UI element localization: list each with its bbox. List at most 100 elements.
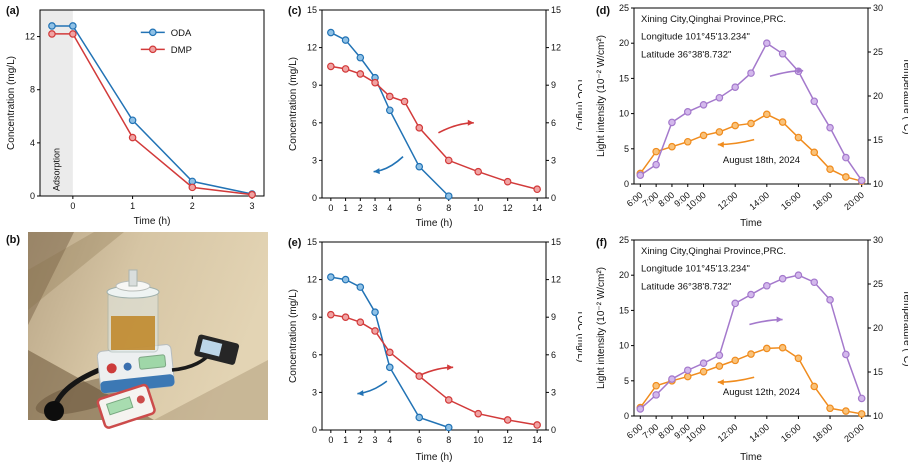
svg-text:25: 25 bbox=[873, 279, 883, 289]
right-y-axis-label: TOC (mg/L) bbox=[575, 78, 582, 131]
shadow-shape bbox=[154, 360, 268, 420]
x-axis-label: Time bbox=[740, 218, 762, 229]
x-axis-label: Time bbox=[740, 452, 762, 463]
svg-text:10: 10 bbox=[619, 109, 629, 119]
svg-text:25: 25 bbox=[619, 3, 629, 13]
svg-text:9: 9 bbox=[312, 80, 317, 90]
panel-c-concentration-toc-chart: 0 1 2 3 4 6 8 10 12 14 0 3 6 9 12 15 0 3 6 9 12 15 Time (h) Con… bbox=[286, 2, 586, 230]
svg-text:25: 25 bbox=[873, 47, 883, 57]
svg-text:6: 6 bbox=[417, 435, 422, 445]
annotation-text: August 12th, 2024 bbox=[723, 387, 800, 398]
svg-text:5: 5 bbox=[624, 144, 629, 154]
svg-text:12: 12 bbox=[551, 275, 561, 285]
svg-text:4: 4 bbox=[30, 138, 35, 148]
panel-label: (c) bbox=[288, 5, 302, 17]
magnetic-stirrer bbox=[96, 344, 175, 394]
svg-text:15: 15 bbox=[873, 367, 883, 377]
svg-text:1: 1 bbox=[130, 201, 135, 211]
svg-text:30: 30 bbox=[873, 235, 883, 245]
panel-label: (a) bbox=[6, 5, 20, 17]
annotation-text: Longitude 101°45'13.234" bbox=[641, 32, 750, 43]
svg-text:10: 10 bbox=[473, 203, 483, 213]
svg-text:DMP: DMP bbox=[171, 45, 192, 56]
panel-f-light-temperature-chart: 6:00 7:00 8:00 9:00 10:00 12:00 14:00 16:00 18:0… bbox=[594, 234, 911, 464]
svg-text:20:00: 20:00 bbox=[842, 422, 866, 444]
svg-text:3: 3 bbox=[373, 435, 378, 445]
svg-text:14: 14 bbox=[532, 203, 542, 213]
handheld-meter bbox=[194, 334, 240, 365]
svg-text:20: 20 bbox=[873, 91, 883, 101]
svg-text:3: 3 bbox=[551, 387, 556, 397]
annotation-text: Latitude 36°38'8.732" bbox=[641, 49, 731, 60]
svg-text:3: 3 bbox=[250, 201, 255, 211]
right-y-axis-label: Temperature (°C) bbox=[901, 58, 908, 135]
svg-text:0: 0 bbox=[312, 425, 317, 435]
svg-text:1: 1 bbox=[343, 435, 348, 445]
svg-text:14: 14 bbox=[532, 435, 542, 445]
left-y-axis-label: Concentration (mg/L) bbox=[288, 57, 299, 151]
svg-text:3: 3 bbox=[551, 155, 556, 165]
svg-text:12:00: 12:00 bbox=[716, 422, 740, 444]
svg-text:16:00: 16:00 bbox=[779, 190, 803, 212]
svg-text:12: 12 bbox=[25, 32, 35, 42]
svg-text:15: 15 bbox=[873, 135, 883, 145]
svg-text:18:00: 18:00 bbox=[811, 190, 835, 212]
reaction-beaker bbox=[106, 269, 160, 353]
svg-text:9: 9 bbox=[312, 312, 317, 322]
svg-text:12: 12 bbox=[503, 435, 513, 445]
left-y-axis-label: Light intensity (10⁻² W/cm²) bbox=[596, 35, 607, 157]
svg-text:12: 12 bbox=[307, 43, 317, 53]
series-temperature bbox=[636, 39, 866, 185]
left-y-axis-label: Concentration (mg/L) bbox=[6, 56, 17, 150]
svg-text:8: 8 bbox=[446, 203, 451, 213]
svg-text:20:00: 20:00 bbox=[842, 190, 866, 212]
panel-d-light-temperature-chart: 6:00 7:00 8:00 9:00 10:00 12:00 14:00 16:00 18:0… bbox=[594, 2, 911, 230]
svg-text:12: 12 bbox=[503, 203, 513, 213]
left-y-axis-label: Concentration (mg/L) bbox=[288, 289, 299, 383]
right-y-axis-label: TOC (mg/L) bbox=[575, 310, 582, 363]
svg-text:16:00: 16:00 bbox=[779, 422, 803, 444]
left-y-axis-label: Light intensity (10⁻² W/cm²) bbox=[596, 267, 607, 389]
svg-text:20: 20 bbox=[619, 38, 629, 48]
svg-text:12:00: 12:00 bbox=[716, 190, 740, 212]
svg-text:10: 10 bbox=[473, 435, 483, 445]
adsorption-region-label: Adsorption bbox=[51, 148, 61, 191]
svg-text:3: 3 bbox=[373, 203, 378, 213]
svg-text:0: 0 bbox=[312, 193, 317, 203]
svg-text:25: 25 bbox=[619, 235, 629, 245]
annotation-text: Xining City,Qinghai Province,PRC. bbox=[641, 246, 786, 257]
x-axis-label: Time (h) bbox=[416, 218, 453, 229]
panel-b-photo: (b) bbox=[4, 230, 272, 464]
panel-a-degradation-chart: Adsorption 0 1 2 3 0 4 8 12 Time (h) Concentration… bbox=[4, 2, 272, 228]
svg-text:6: 6 bbox=[312, 118, 317, 128]
svg-text:0: 0 bbox=[328, 203, 333, 213]
svg-text:10: 10 bbox=[873, 411, 883, 421]
svg-text:15: 15 bbox=[551, 237, 561, 247]
svg-text:14:00: 14:00 bbox=[747, 422, 771, 444]
svg-text:18:00: 18:00 bbox=[811, 422, 835, 444]
right-y-axis-label: Temperature (°C) bbox=[901, 290, 908, 367]
svg-text:30: 30 bbox=[873, 3, 883, 13]
legend: ODA DMP bbox=[140, 28, 192, 56]
svg-text:1: 1 bbox=[343, 203, 348, 213]
svg-text:0: 0 bbox=[30, 191, 35, 201]
shadow-shape bbox=[28, 232, 124, 310]
svg-text:15: 15 bbox=[619, 305, 629, 315]
svg-text:10: 10 bbox=[873, 179, 883, 189]
svg-text:0: 0 bbox=[624, 179, 629, 189]
svg-text:15: 15 bbox=[307, 5, 317, 15]
svg-text:0: 0 bbox=[624, 411, 629, 421]
series-toc bbox=[327, 62, 541, 194]
x-axis-label: Time (h) bbox=[416, 452, 453, 463]
svg-text:6: 6 bbox=[551, 118, 556, 128]
experiment-photo: (b) bbox=[6, 232, 268, 429]
annotation-text: Latitude 36°38'8.732" bbox=[641, 281, 731, 292]
svg-text:ODA: ODA bbox=[171, 28, 192, 39]
annotation-text: August 18th, 2024 bbox=[723, 155, 800, 166]
svg-text:3: 3 bbox=[312, 155, 317, 165]
panel-b-label: (b) bbox=[6, 234, 20, 246]
panel-label: (f) bbox=[596, 237, 607, 249]
